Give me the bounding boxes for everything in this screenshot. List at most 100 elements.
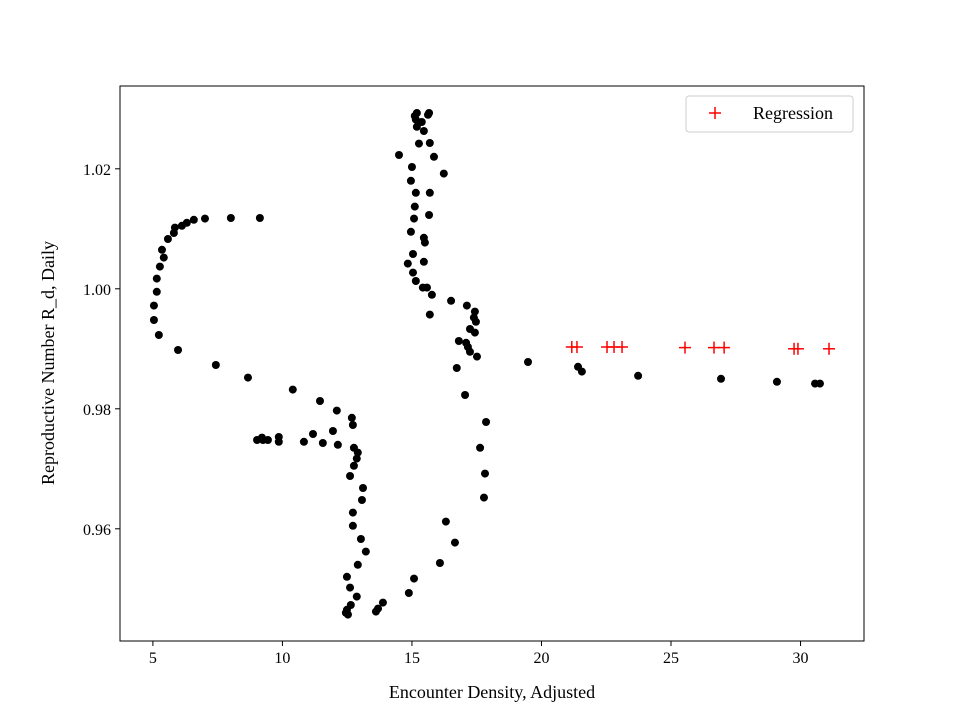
data-point	[410, 202, 419, 211]
data-point	[315, 397, 324, 405]
data-point	[476, 443, 485, 452]
data-point	[349, 461, 358, 470]
x-tick-label: 15	[404, 650, 420, 667]
data-point	[403, 259, 412, 268]
data-point	[447, 296, 456, 305]
legend: Regression	[685, 95, 854, 133]
data-point	[429, 152, 438, 161]
data-point	[454, 337, 463, 345]
data-point	[408, 268, 417, 277]
data-point	[378, 598, 387, 607]
data-point	[412, 122, 421, 131]
data-point	[411, 188, 420, 197]
x-tick-label: 10	[274, 650, 290, 667]
data-point	[406, 227, 415, 236]
x-tick-label: 30	[793, 650, 809, 667]
y-tick-label: 1.02	[83, 162, 111, 179]
data-point	[427, 290, 436, 299]
data-point	[419, 233, 428, 242]
data-point	[347, 413, 356, 422]
data-point	[407, 163, 416, 171]
x-axis: 5 10 15 20 25 30	[149, 641, 809, 667]
data-point	[479, 493, 488, 502]
regression-point	[718, 341, 731, 354]
data-point	[288, 385, 297, 394]
data-point	[462, 301, 471, 310]
y-axis: 0.96 0.98 1.00 1.02	[83, 162, 120, 539]
data-point	[274, 437, 283, 446]
y-tick-label: 1.00	[83, 282, 111, 299]
data-point	[357, 496, 366, 504]
data-point	[404, 589, 413, 597]
data-point	[346, 472, 355, 480]
data-point	[469, 313, 478, 322]
x-tick-label: 25	[663, 650, 679, 667]
data-point	[189, 215, 198, 224]
data-point	[441, 517, 450, 526]
legend-plus-marker	[709, 107, 721, 119]
data-point	[358, 484, 367, 492]
data-point	[450, 538, 459, 547]
data-point	[410, 574, 419, 583]
data-point	[318, 439, 327, 447]
data-point	[348, 521, 357, 530]
data-point	[815, 379, 824, 388]
data-point	[333, 440, 342, 449]
data-point	[717, 374, 726, 383]
regression-point	[823, 342, 836, 355]
data-point	[418, 283, 427, 292]
regression-point	[616, 341, 629, 353]
data-point	[348, 421, 357, 429]
x-tick-label: 5	[149, 650, 157, 667]
y-tick-label: 0.98	[83, 402, 111, 419]
data-point	[452, 364, 461, 372]
data-point	[419, 257, 428, 266]
data-point	[772, 377, 781, 386]
data-point	[308, 430, 317, 438]
data-point	[425, 109, 434, 117]
data-point	[352, 592, 361, 601]
data-point	[425, 211, 434, 219]
y-axis-label: Reproductive Number R_d, Daily	[38, 241, 58, 485]
data-point	[414, 139, 423, 148]
data-point	[408, 250, 417, 258]
data-point	[163, 235, 172, 243]
data-point	[361, 547, 370, 556]
data-point	[524, 358, 533, 366]
regression-point	[708, 341, 721, 354]
data-point	[257, 433, 266, 442]
data-point	[243, 373, 252, 382]
legend-label: Regression	[753, 103, 833, 123]
data-point	[634, 371, 643, 380]
data-point	[159, 253, 168, 262]
data-point	[352, 454, 361, 463]
legend-box	[685, 95, 854, 133]
x-axis-label: Encounter Density, Adjusted	[389, 682, 595, 702]
regression-point	[791, 342, 804, 355]
data-point	[155, 262, 164, 271]
data-point	[481, 469, 490, 478]
data-point	[152, 274, 161, 283]
data-points	[149, 109, 836, 619]
data-point	[226, 214, 235, 222]
x-tick-label: 20	[533, 650, 549, 667]
data-point	[177, 221, 186, 230]
data-point	[332, 406, 341, 415]
data-point	[411, 277, 420, 285]
data-point	[482, 418, 491, 426]
data-point	[299, 437, 308, 446]
data-point	[353, 560, 362, 569]
data-point	[462, 338, 471, 347]
data-point	[255, 214, 264, 222]
data-point	[374, 604, 383, 613]
data-point	[419, 127, 428, 135]
data-point	[152, 287, 161, 296]
data-point	[425, 188, 434, 197]
data-point	[425, 310, 434, 319]
data-point	[461, 391, 470, 399]
regression-point	[678, 341, 691, 354]
data-point	[157, 245, 166, 254]
data-point	[406, 176, 415, 185]
data-point	[149, 301, 158, 310]
regression-point	[570, 341, 583, 353]
